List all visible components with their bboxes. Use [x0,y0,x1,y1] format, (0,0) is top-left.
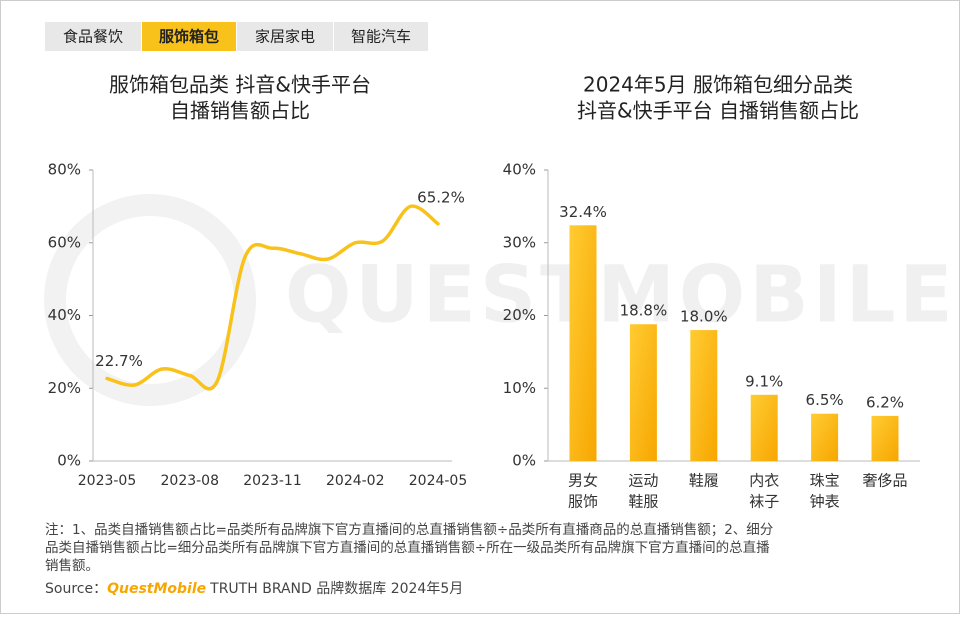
bar [690,330,718,461]
x-tick-label: 运动 [628,472,658,490]
chart-title: 服饰箱包品类 抖音&快手平台 [109,73,371,97]
data-label: 18.8% [620,302,668,320]
tab-label[interactable]: 食品餐饮 [63,28,123,46]
source-part: QuestMobile [107,581,206,597]
y-tick-label: 30% [503,233,536,251]
x-tick-label: 内衣 [749,472,779,490]
data-label: 6.2% [866,393,904,411]
data-label: 22.7% [95,352,143,370]
x-tick-label: 2024-05 [409,473,468,489]
x-tick-label: 鞋服 [628,493,658,511]
note: 销售额。 [45,558,99,574]
x-tick-label: 袜子 [749,493,779,511]
source-part: Source： [45,581,107,597]
x-tick-label: 2023-11 [243,473,302,489]
y-tick-label: 80% [48,161,81,179]
watermark-group: QUESTMOBILE [44,194,957,406]
data-label: 65.2% [417,188,465,206]
y-tick-label: 40% [503,161,536,179]
y-tick-label: 20% [503,306,536,324]
x-tick-label: 鞋履 [689,472,719,490]
bar [811,413,839,461]
source: Source：QuestMobile TRUTH BRAND 品牌数据库 2024… [45,580,463,597]
x-tick-label: 2024-02 [326,473,385,489]
y-tick-label: 60% [48,233,81,251]
chart-title: 2024年5月 服饰箱包细分品类 [583,73,853,97]
x-tick-label: 男女 [568,472,598,490]
tab[interactable] [45,22,141,51]
y-tick-label: 20% [48,379,81,397]
y-tick-label: 0% [512,452,536,470]
x-tick-label: 珠宝 [810,472,840,490]
bar [750,394,778,461]
tab[interactable] [237,22,333,51]
tab-label[interactable]: 家居家电 [255,28,315,46]
bar [871,415,899,461]
watermark: QUESTMOBILE [285,250,957,340]
note: 品类自播销售额占比=细分品类所有品牌旗下官方直播间的总直播销售额÷所在一级品类所… [45,539,770,556]
x-tick-label: 奢侈品 [862,472,907,490]
tab-label[interactable]: 智能汽车 [351,28,411,46]
source-part: TRUTH BRAND 品牌数据库 2024年5月 [209,580,463,597]
x-tick-label: 服饰 [568,493,598,511]
note: 注：1、品类自播销售额占比=品类所有品牌旗下官方直播间的总直播销售额÷品类所有直… [45,521,773,538]
data-label: 6.5% [806,391,844,409]
y-tick-label: 40% [48,306,81,324]
tab[interactable] [142,22,236,51]
chart-title: 抖音&快手平台 自播销售额占比 [577,99,859,123]
tab-label[interactable]: 服饰箱包 [159,28,219,46]
x-tick-label: 2023-08 [161,473,220,489]
chart-title: 自播销售额占比 [170,99,310,123]
bar [629,324,657,461]
line [105,204,440,391]
y-tick-label: 10% [503,379,536,397]
data-label: 18.0% [680,308,728,326]
watermark-logo [44,194,256,406]
x-tick-label: 2023-05 [78,473,137,489]
tab[interactable] [334,22,428,51]
x-tick-label: 钟表 [810,493,840,511]
y-tick-label: 0% [57,452,81,470]
data-label: 32.4% [559,203,607,221]
bar [569,225,597,461]
data-label: 9.1% [745,372,783,390]
